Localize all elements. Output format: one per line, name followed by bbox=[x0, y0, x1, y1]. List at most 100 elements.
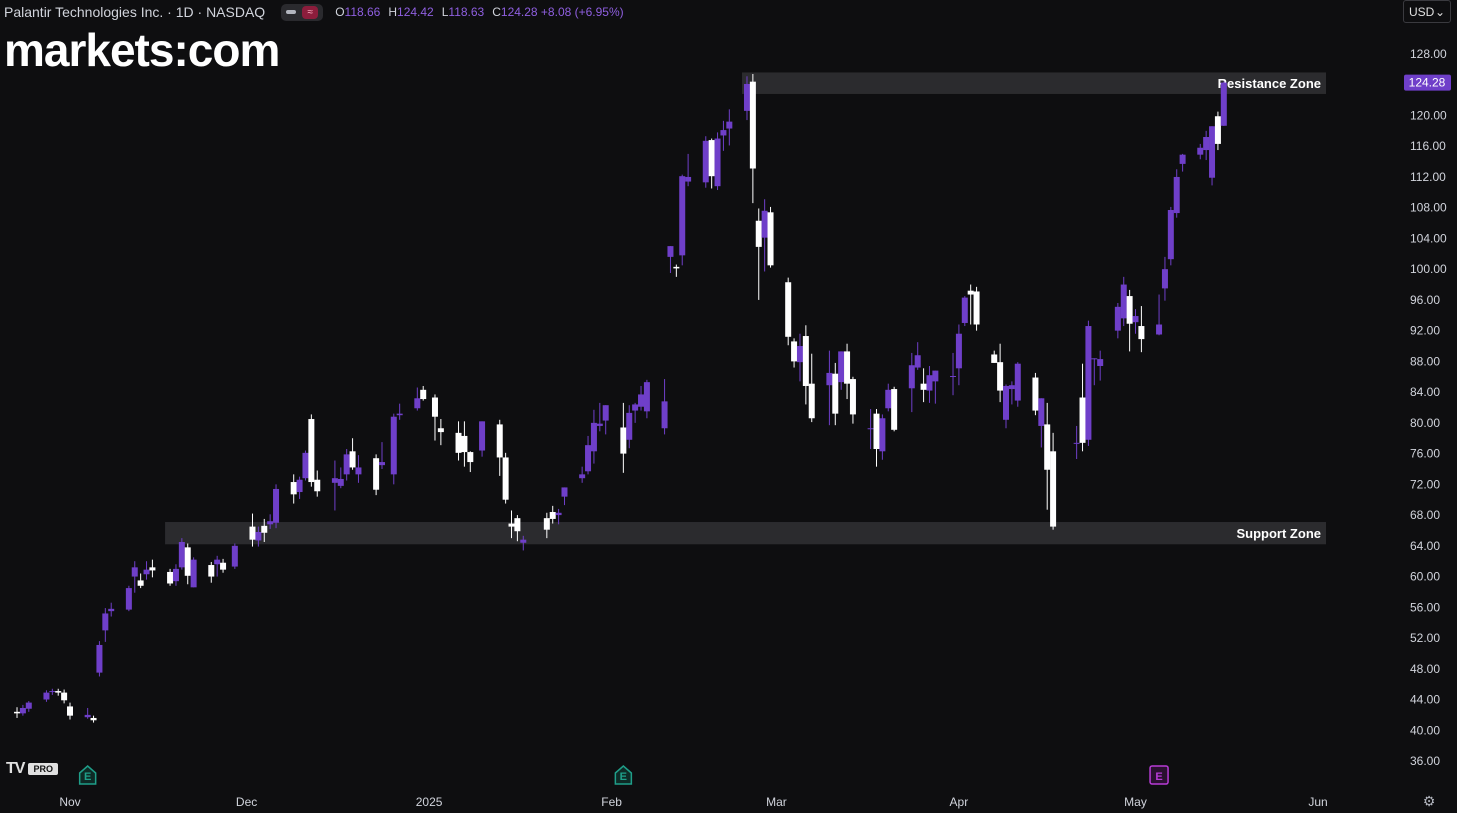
candle-body[interactable] bbox=[379, 462, 385, 466]
currency-selector[interactable]: USD ⌄ bbox=[1403, 0, 1451, 23]
candle-body[interactable] bbox=[908, 365, 915, 389]
candle-body[interactable] bbox=[832, 373, 839, 414]
candle-body[interactable] bbox=[891, 389, 898, 430]
candle-body[interactable] bbox=[708, 140, 715, 177]
candle-body[interactable] bbox=[714, 138, 721, 187]
candle-body[interactable] bbox=[414, 398, 421, 409]
candle-body[interactable] bbox=[479, 421, 486, 451]
candle-body[interactable] bbox=[620, 427, 627, 454]
candle-body[interactable] bbox=[131, 567, 138, 577]
earnings-marker-icon[interactable]: E bbox=[614, 765, 633, 785]
candle-body[interactable] bbox=[849, 379, 856, 415]
candle-body[interactable] bbox=[885, 389, 892, 409]
candle-body[interactable] bbox=[214, 559, 221, 565]
candle-body[interactable] bbox=[49, 691, 56, 693]
candle-body[interactable] bbox=[61, 692, 68, 701]
candle-body[interactable] bbox=[96, 644, 103, 673]
candle-body[interactable] bbox=[755, 220, 762, 247]
candle-body[interactable] bbox=[296, 479, 303, 493]
candle-body[interactable] bbox=[190, 559, 197, 588]
candle-body[interactable] bbox=[1126, 296, 1133, 324]
candle-body[interactable] bbox=[220, 562, 227, 570]
wave-icon[interactable]: ≈ bbox=[302, 5, 319, 19]
candle-body[interactable] bbox=[290, 482, 297, 495]
candle-body[interactable] bbox=[184, 547, 191, 576]
candle-body[interactable] bbox=[844, 351, 851, 384]
candle-body[interactable] bbox=[1044, 424, 1051, 470]
candle-body[interactable] bbox=[1085, 326, 1092, 440]
candle-body[interactable] bbox=[973, 291, 980, 325]
candle-body[interactable] bbox=[661, 401, 668, 429]
candle-body[interactable] bbox=[808, 383, 815, 419]
candle-body[interactable] bbox=[273, 488, 280, 523]
zone-band-1[interactable] bbox=[165, 522, 1327, 545]
candle-body[interactable] bbox=[390, 416, 397, 475]
candle-body[interactable] bbox=[767, 212, 774, 266]
candle-body[interactable] bbox=[1156, 324, 1163, 335]
candle-body[interactable] bbox=[1014, 363, 1021, 401]
candle-body[interactable] bbox=[950, 375, 957, 377]
candle-body[interactable] bbox=[679, 176, 686, 256]
candle-body[interactable] bbox=[1038, 398, 1045, 426]
candle-body[interactable] bbox=[702, 140, 709, 183]
candle-body[interactable] bbox=[1032, 377, 1039, 411]
candle-body[interactable] bbox=[1091, 358, 1098, 360]
candle-body[interactable] bbox=[508, 523, 515, 527]
candle-body[interactable] bbox=[43, 692, 50, 700]
candle-body[interactable] bbox=[673, 266, 680, 269]
candle-body[interactable] bbox=[108, 608, 115, 612]
candle-body[interactable] bbox=[255, 531, 262, 541]
candle-body[interactable] bbox=[314, 479, 321, 492]
candle-body[interactable] bbox=[261, 525, 268, 533]
candle-body[interactable] bbox=[867, 428, 874, 430]
candle-body[interactable] bbox=[337, 478, 344, 486]
candle-body[interactable] bbox=[791, 341, 798, 362]
candle-body[interactable] bbox=[437, 428, 444, 433]
candle-body[interactable] bbox=[579, 474, 586, 479]
candle-body[interactable] bbox=[932, 370, 939, 382]
candle-body[interactable] bbox=[396, 413, 403, 416]
candle-body[interactable] bbox=[561, 487, 568, 497]
candle-body[interactable] bbox=[1050, 451, 1057, 527]
candle-body[interactable] bbox=[838, 351, 845, 383]
candle-body[interactable] bbox=[879, 418, 886, 452]
candle-body[interactable] bbox=[761, 210, 768, 238]
candle-body[interactable] bbox=[208, 565, 215, 577]
candle-body[interactable] bbox=[585, 445, 592, 472]
candle-body[interactable] bbox=[873, 413, 880, 449]
candle-body[interactable] bbox=[749, 81, 756, 169]
symbol-title[interactable]: Palantir Technologies Inc. · 1D · NASDAQ bbox=[4, 4, 266, 20]
candle-body[interactable] bbox=[1203, 136, 1210, 151]
candle-body[interactable] bbox=[267, 521, 274, 525]
candle-body[interactable] bbox=[926, 375, 933, 391]
candle-body[interactable] bbox=[178, 541, 185, 568]
candle-body[interactable] bbox=[802, 336, 809, 386]
candle-body[interactable] bbox=[502, 457, 509, 500]
candle-body[interactable] bbox=[355, 467, 362, 475]
candle-body[interactable] bbox=[1161, 269, 1168, 289]
candle-body[interactable] bbox=[720, 130, 727, 136]
candle-body[interactable] bbox=[596, 423, 603, 426]
candle-body[interactable] bbox=[602, 405, 609, 421]
candle-body[interactable] bbox=[308, 419, 315, 483]
candle-body[interactable] bbox=[331, 478, 338, 483]
candle-body[interactable] bbox=[143, 569, 150, 575]
candle-body[interactable] bbox=[514, 518, 521, 532]
candle-body[interactable] bbox=[1114, 306, 1121, 331]
candle-body[interactable] bbox=[796, 346, 803, 363]
earnings-marker-icon[interactable]: E bbox=[1149, 765, 1169, 785]
candle-body[interactable] bbox=[785, 282, 792, 337]
candle-body[interactable] bbox=[1097, 359, 1104, 367]
candle-body[interactable] bbox=[1220, 82, 1227, 126]
candle-body[interactable] bbox=[90, 717, 97, 721]
candle-body[interactable] bbox=[102, 613, 109, 631]
candle-body[interactable] bbox=[1008, 385, 1015, 390]
settings-gear-icon[interactable]: ⚙ bbox=[1422, 793, 1436, 809]
candle-body[interactable] bbox=[431, 397, 438, 417]
candle-body[interactable] bbox=[349, 451, 356, 468]
candle-body[interactable] bbox=[172, 568, 179, 582]
candle-body[interactable] bbox=[25, 702, 32, 709]
candle-body[interactable] bbox=[55, 691, 62, 693]
candle-body[interactable] bbox=[555, 512, 562, 516]
candle-body[interactable] bbox=[920, 383, 927, 390]
